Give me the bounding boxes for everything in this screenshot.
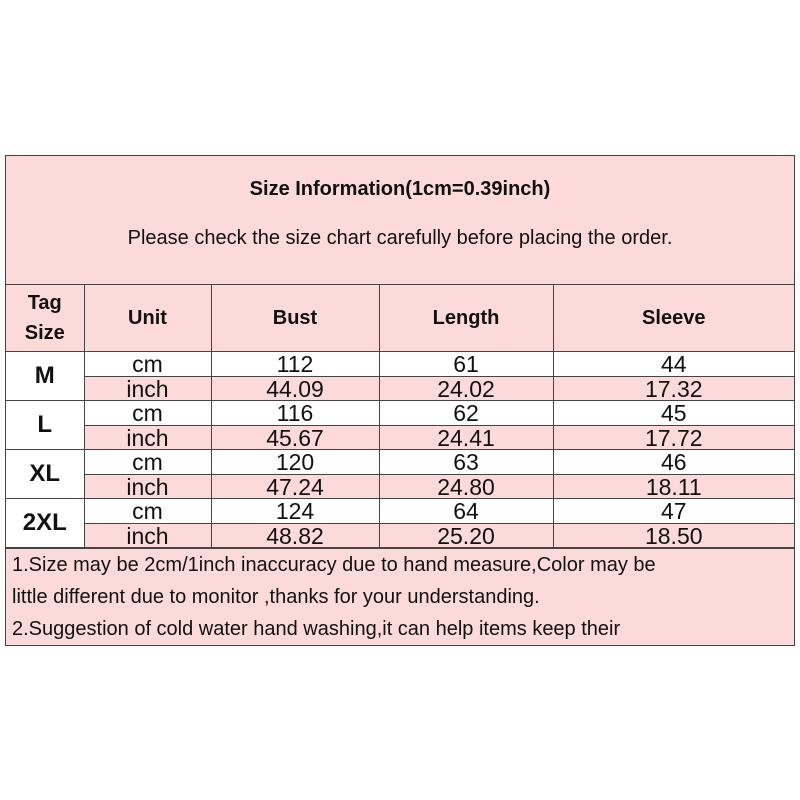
length-cell: 24.80 <box>378 474 554 499</box>
bust-cell: 48.82 <box>210 523 380 548</box>
unit-cell: cm <box>83 351 212 377</box>
tag-size-cell: XL <box>6 449 85 499</box>
bust-cell: 44.09 <box>210 376 380 401</box>
sleeve-cell: 18.11 <box>552 474 794 499</box>
note-line: little different due to monitor ,thanks … <box>12 586 540 608</box>
bust-cell: 112 <box>210 351 380 377</box>
table-row: XL cm 120 63 46 <box>6 449 794 499</box>
col-header-bust: Bust <box>210 285 380 352</box>
unit-cell: inch <box>84 523 212 548</box>
length-cell: 64 <box>378 498 554 524</box>
length-cell: 25.20 <box>378 523 554 548</box>
table-row: inch 48.82 25.20 18.50 <box>6 523 794 548</box>
unit-cell: inch <box>84 425 212 450</box>
size-chart-header: Size Information(1cm=0.39inch) Please ch… <box>6 156 794 285</box>
sleeve-cell: 17.32 <box>552 376 794 401</box>
col-header-tag-size: Tag Size <box>6 285 85 352</box>
unit-cell: inch <box>84 474 212 499</box>
bust-cell: 124 <box>210 498 380 524</box>
length-cell: 24.02 <box>378 376 554 401</box>
size-chart-subtitle: Please check the size chart carefully be… <box>127 227 673 249</box>
bust-cell: 47.24 <box>210 474 380 499</box>
length-cell: 61 <box>378 351 554 377</box>
col-header-length: Length <box>378 285 554 352</box>
sleeve-cell: 17.72 <box>552 425 794 450</box>
bust-cell: 116 <box>210 400 380 426</box>
unit-cell: inch <box>84 376 212 401</box>
table-row: inch 47.24 24.80 18.11 <box>6 474 794 499</box>
unit-cell: cm <box>83 449 212 475</box>
length-cell: 63 <box>378 449 554 475</box>
tag-size-cell: 2XL <box>6 498 85 548</box>
size-chart-title: Size Information(1cm=0.39inch) <box>249 178 551 200</box>
length-cell: 62 <box>378 400 554 426</box>
length-cell: 24.41 <box>378 425 554 450</box>
bust-cell: 120 <box>210 449 380 475</box>
tag-size-cell: L <box>6 400 85 450</box>
size-chart: Size Information(1cm=0.39inch) Please ch… <box>5 155 795 646</box>
note-line: 2.Suggestion of cold water hand washing,… <box>12 618 621 640</box>
table-row: inch 44.09 24.02 17.32 <box>6 376 794 401</box>
bust-cell: 45.67 <box>210 425 380 450</box>
sleeve-cell: 44 <box>552 351 794 377</box>
unit-cell: cm <box>83 498 212 524</box>
col-header-unit: Unit <box>83 285 212 352</box>
table-row: 2XL cm 124 64 47 <box>6 498 794 548</box>
table-row: inch 45.67 24.41 17.72 <box>6 425 794 450</box>
col-header-sleeve: Sleeve <box>552 285 794 352</box>
sleeve-cell: 18.50 <box>552 523 794 548</box>
unit-cell: cm <box>83 400 212 426</box>
sleeve-cell: 47 <box>552 498 794 524</box>
sleeve-cell: 45 <box>552 400 794 426</box>
sleeve-cell: 46 <box>552 449 794 475</box>
notes: 1.Size may be 2cm/1inch inaccuracy due t… <box>6 548 794 645</box>
tag-size-cell: M <box>6 351 85 401</box>
note-line: 1.Size may be 2cm/1inch inaccuracy due t… <box>12 554 656 576</box>
